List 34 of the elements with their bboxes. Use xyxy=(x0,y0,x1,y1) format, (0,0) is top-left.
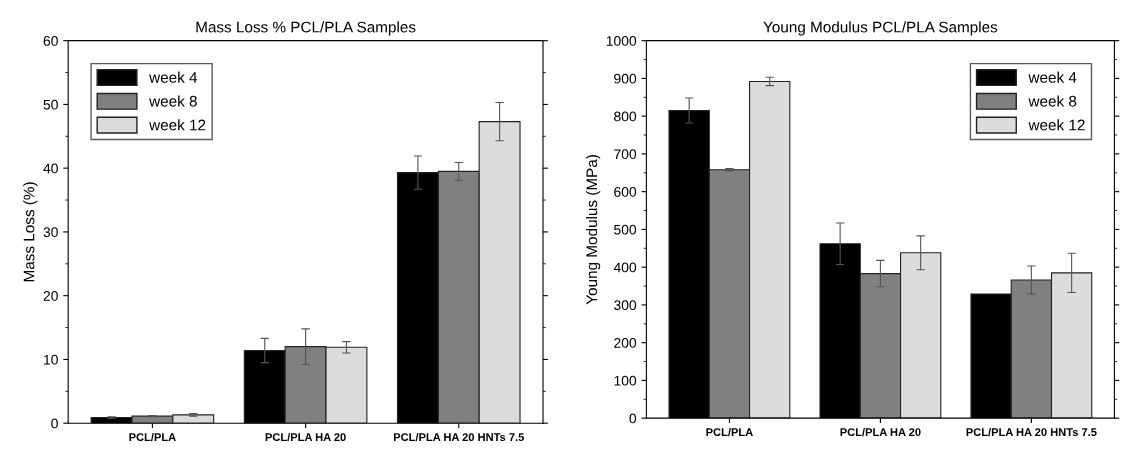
y-tick-label: 0 xyxy=(629,413,637,424)
legend-label: week 8 xyxy=(1028,95,1077,107)
y-tick-label: 60 xyxy=(43,36,58,46)
chart-title: Young Modulus PCL/PLA Samples xyxy=(763,21,998,36)
y-tick-label: 500 xyxy=(614,224,637,235)
legend-label: week 8 xyxy=(149,95,197,107)
y-tick-label: 800 xyxy=(614,111,637,122)
y-tick-label: 100 xyxy=(614,375,637,386)
y-tick-label: 0 xyxy=(51,418,58,429)
y-tick-label: 40 xyxy=(43,163,58,174)
x-tick-label: PCL/PLA xyxy=(706,427,753,437)
y-axis-title: Mass Loss (%) xyxy=(23,182,38,282)
y-tick-label: 10 xyxy=(44,354,58,365)
legend-label: week 12 xyxy=(1028,119,1085,131)
x-tick-label: PCL/PLA HA 20 HNTs 7.5 xyxy=(393,432,524,442)
y-tick-label: 20 xyxy=(43,291,58,301)
y-tick-label: 30 xyxy=(43,227,58,238)
y-tick-label: 900 xyxy=(614,73,637,84)
chart-title: Mass Loss % PCL/PLA Samples xyxy=(196,21,416,36)
legend-label: week 4 xyxy=(149,71,198,83)
y-tick-label: 200 xyxy=(614,337,637,348)
legend-label: week 4 xyxy=(1028,71,1077,83)
x-tick-label: PCL/PLA HA 20 xyxy=(840,427,921,437)
x-tick-label: PCL/PLA HA 20 HNTs 7.5 xyxy=(966,427,1097,437)
y-axis-title: Young Modulus (MPa) xyxy=(585,155,601,305)
legend-label: week 12 xyxy=(149,119,206,131)
x-tick-label: PCL/PLA HA 20 xyxy=(265,432,346,442)
y-tick-label: 400 xyxy=(613,262,637,273)
y-tick-label: 1000 xyxy=(606,36,637,46)
y-tick-label: 600 xyxy=(614,187,637,197)
y-tick-label: 50 xyxy=(43,99,58,110)
y-tick-label: 700 xyxy=(614,149,637,160)
y-tick-label: 300 xyxy=(614,300,637,311)
x-tick-label: PCL/PLA xyxy=(129,432,176,442)
